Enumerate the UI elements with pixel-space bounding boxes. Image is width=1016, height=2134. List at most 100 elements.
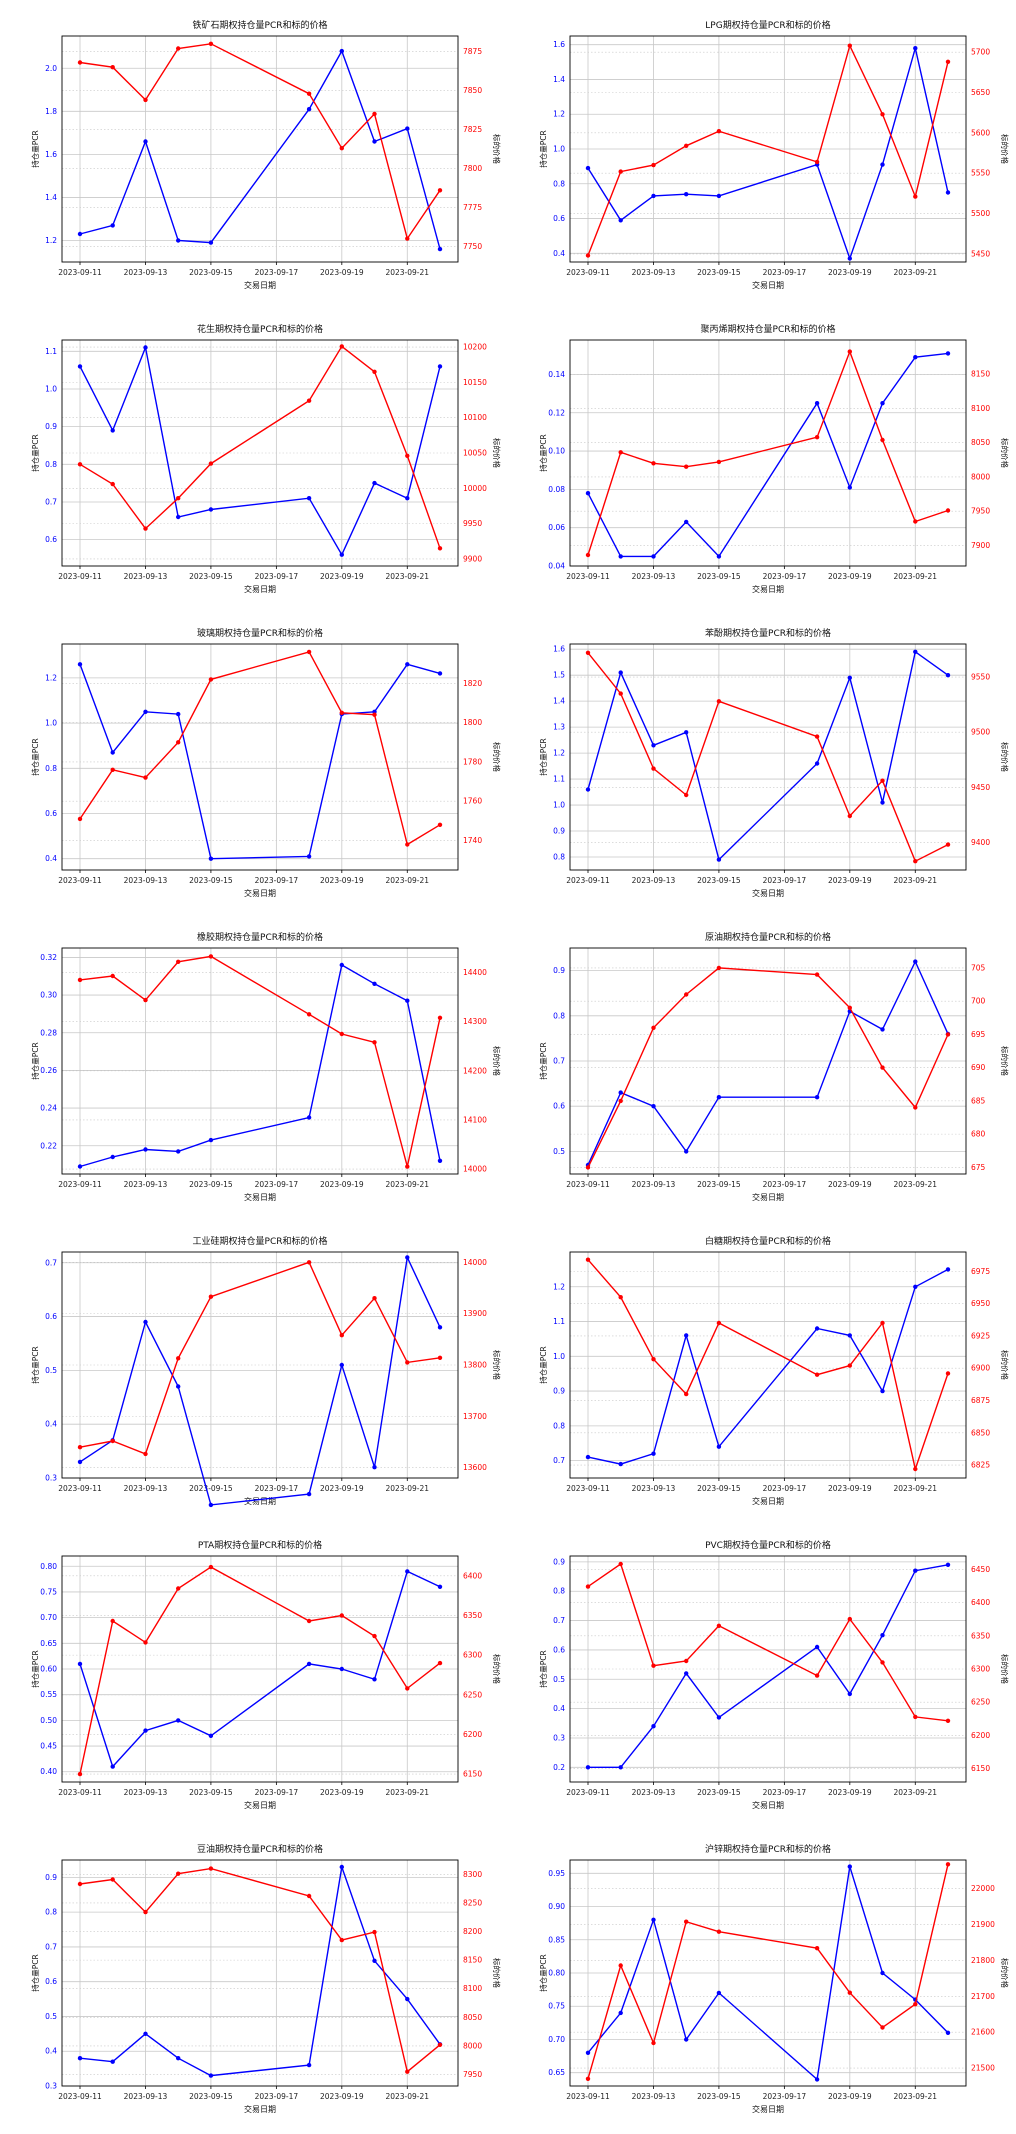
x-tick-label: 2023-09-13 xyxy=(124,876,168,885)
y-tick-label: 0.4 xyxy=(45,1420,57,1429)
pcr-point xyxy=(880,1388,885,1394)
y-tick-label: 0.4 xyxy=(45,2047,57,2056)
x-tick-label: 2023-09-17 xyxy=(255,876,299,885)
x-tick-label: 2023-09-17 xyxy=(255,1180,299,1189)
pcr-point xyxy=(437,1584,443,1589)
y2-tick-label: 13800 xyxy=(463,1361,487,1370)
y2-tick-label: 13600 xyxy=(463,1463,487,1472)
pcr-point xyxy=(77,662,83,667)
y-tick-label: 1.0 xyxy=(45,384,57,393)
x-tick-label: 2023-09-19 xyxy=(320,1484,364,1493)
pcr-point xyxy=(651,1917,656,1922)
pcr-point xyxy=(913,355,918,360)
plot-frame xyxy=(61,947,459,1175)
pcr-point xyxy=(618,1765,623,1770)
y2-tick-label: 10000 xyxy=(463,484,487,493)
x-tick-label: 2023-09-15 xyxy=(189,1788,233,1797)
y2-tick-label: 7900 xyxy=(971,541,990,550)
pcr-point xyxy=(110,428,115,433)
y-tick-label: 1.2 xyxy=(45,673,57,682)
price-point xyxy=(110,973,115,979)
chart-title: 白糖期权持仓量PCR和标的价格 xyxy=(705,1235,831,1247)
price-point xyxy=(880,1065,885,1070)
chart-svg: 2023-09-11 2023-09-13 2023-09-15 2023-09-17… xyxy=(538,323,1010,594)
y-tick-label: 0.50 xyxy=(40,1716,57,1725)
x-tick-label: 2023-09-11 xyxy=(566,1484,610,1493)
price-point xyxy=(176,1356,181,1361)
chart-panel: 2023-09-11 2023-09-13 2023-09-15 2023-09-17… xyxy=(0,0,508,304)
y-tick-label: 0.22 xyxy=(40,1141,57,1150)
price-point xyxy=(176,46,181,51)
price-point xyxy=(618,450,623,455)
price-point xyxy=(880,778,885,783)
pcr-point xyxy=(618,670,623,675)
x-tick-label: 2023-09-13 xyxy=(124,572,168,581)
plot-frame xyxy=(61,1251,459,1479)
y2-axis-label: 标的价格 xyxy=(492,1046,502,1076)
pcr-point xyxy=(585,1765,591,1770)
pcr-point xyxy=(945,1267,951,1272)
plot-frame xyxy=(61,1859,459,2087)
price-point xyxy=(143,526,148,531)
pcr-point xyxy=(684,519,689,525)
y2-axis-label: 标的价格 xyxy=(492,742,502,772)
price-point xyxy=(339,1937,344,1943)
pcr-point xyxy=(208,1733,214,1738)
x-tick-label: 2023-09-21 xyxy=(893,1484,937,1493)
pcr-point xyxy=(176,2056,181,2061)
pcr-point xyxy=(814,1326,820,1331)
price-point xyxy=(208,1866,214,1871)
y2-tick-label: 700 xyxy=(971,997,986,1006)
y-tick-label: 0.12 xyxy=(548,408,565,417)
y2-tick-label: 7950 xyxy=(463,2070,482,2079)
x-tick-label: 2023-09-15 xyxy=(697,1788,741,1797)
x-axis-label: 交易日期 xyxy=(752,888,784,898)
price-point xyxy=(945,1371,951,1376)
y2-tick-label: 8250 xyxy=(463,1898,482,1907)
pcr-point xyxy=(372,981,377,986)
x-tick-label: 2023-09-17 xyxy=(763,1180,807,1189)
chart-panel: 2023-09-11 2023-09-13 2023-09-15 2023-09-17… xyxy=(0,304,508,608)
price-point xyxy=(684,992,689,997)
x-tick-label: 2023-09-11 xyxy=(566,572,610,581)
price-point xyxy=(618,1963,623,1968)
price-point xyxy=(684,792,689,798)
x-tick-label: 2023-09-19 xyxy=(828,2092,872,2101)
x-tick-label: 2023-09-17 xyxy=(255,1788,299,1797)
y2-tick-label: 21800 xyxy=(971,1956,995,1965)
pcr-point xyxy=(143,1728,148,1733)
price-point xyxy=(585,1584,591,1589)
price-point xyxy=(306,91,312,96)
x-tick-label: 2023-09-19 xyxy=(828,1484,872,1493)
price-point xyxy=(684,1391,689,1397)
y-tick-label: 0.85 xyxy=(548,1935,565,1944)
y2-tick-label: 6900 xyxy=(971,1364,990,1373)
chart-title: 豆油期权持仓量PCR和标的价格 xyxy=(197,1843,323,1855)
pcr-point xyxy=(585,1454,591,1460)
plot-frame xyxy=(61,35,459,263)
chart-panel: 2023-09-11 2023-09-13 2023-09-15 2023-09-17… xyxy=(508,304,1016,608)
price-series-line xyxy=(587,43,949,256)
y-tick-label: 0.7 xyxy=(553,1456,565,1465)
pcr-series-line xyxy=(79,663,441,860)
pcr-point xyxy=(945,190,951,195)
y-tick-label: 0.3 xyxy=(553,1733,565,1742)
y2-tick-label: 6150 xyxy=(463,1770,482,1779)
price-series-line xyxy=(587,1864,949,2079)
x-tick-label: 2023-09-11 xyxy=(58,572,102,581)
y2-axis-label: 标的价格 xyxy=(1000,1654,1010,1684)
chart-panel: 2023-09-11 2023-09-13 2023-09-15 2023-09-17… xyxy=(508,912,1016,1216)
y2-tick-label: 6350 xyxy=(971,1631,990,1640)
price-point xyxy=(913,194,918,199)
y2-tick-label: 685 xyxy=(971,1096,986,1105)
y-tick-label: 1.4 xyxy=(553,75,565,84)
x-axis-label: 交易日期 xyxy=(244,888,276,898)
price-point xyxy=(208,1294,214,1299)
y-tick-label: 0.65 xyxy=(548,2068,565,2077)
pcr-point xyxy=(651,193,656,199)
y-axis-label: 持仓量PCR xyxy=(30,1650,40,1687)
plot-frame xyxy=(569,1555,967,1783)
chart-panel: 2023-09-11 2023-09-13 2023-09-15 2023-09-17… xyxy=(508,608,1016,912)
x-tick-label: 2023-09-21 xyxy=(385,2092,429,2101)
x-tick-label: 2023-09-11 xyxy=(58,268,102,277)
